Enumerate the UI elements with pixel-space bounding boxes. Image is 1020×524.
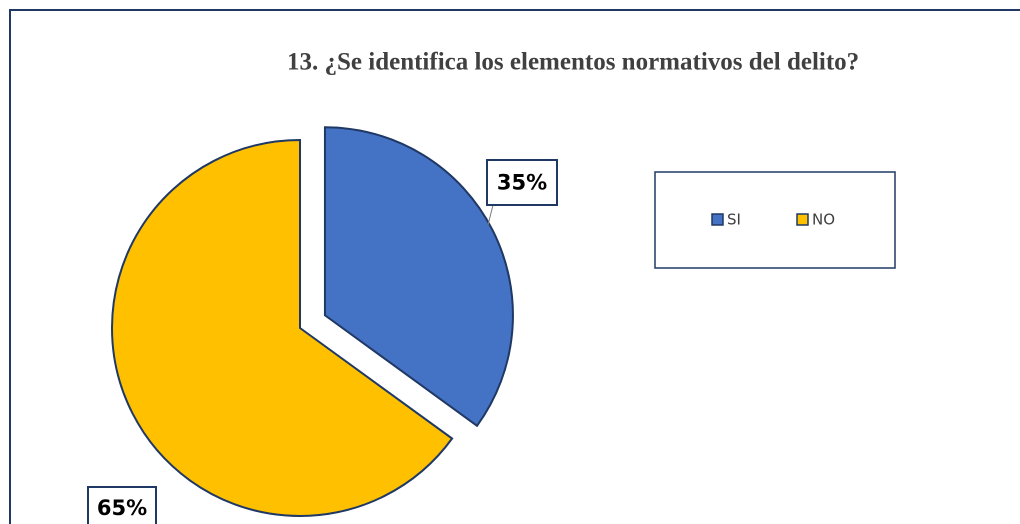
data-label: 35% <box>497 171 547 195</box>
legend-box <box>654 171 896 269</box>
chart-title: 13. ¿Se identifica los elementos normati… <box>287 49 859 76</box>
data-label: 65% <box>97 496 147 520</box>
legend-label: SI <box>727 211 741 229</box>
legend-swatch <box>796 213 809 226</box>
leader-line <box>487 204 494 226</box>
data-label-box <box>87 486 157 524</box>
legend-swatch <box>711 213 724 226</box>
pie-slice <box>111 138 454 517</box>
legend-label: NO <box>812 211 835 229</box>
data-label-box <box>486 159 558 206</box>
pie-slice <box>323 126 514 428</box>
